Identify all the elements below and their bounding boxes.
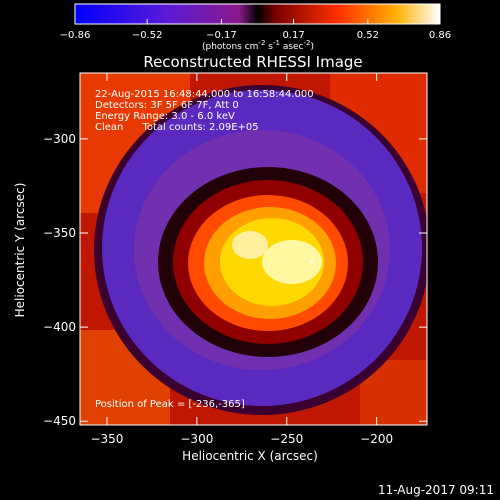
peak-marker <box>310 259 314 263</box>
annotation-energy-range: Energy Range: 3.0 - 6.0 keV <box>95 111 235 122</box>
x-tick-label-1: −300 <box>180 432 213 446</box>
colorbar-tick-label-1: −0.52 <box>132 30 163 41</box>
x-tick-label-0: −350 <box>90 432 123 446</box>
heatmap-core-white <box>262 240 322 284</box>
x-axis-label: Heliocentric X (arcsec) <box>182 449 318 463</box>
annotation-detectors: Detectors: 3F 5F 6F 7F, Att 0 <box>95 100 239 111</box>
chart-title: Reconstructed RHESSI Image <box>143 53 362 71</box>
x-tick-label-3: −200 <box>360 432 393 446</box>
colorbar-tick-label-0: −0.86 <box>60 30 91 41</box>
heatmap-image <box>80 73 427 425</box>
y-tick-label-3: −300 <box>43 132 76 146</box>
colorbar-unit: (photons cm-2 s-1 asec-2) <box>202 39 314 52</box>
y-tick-label-0: −450 <box>43 414 76 428</box>
heatmap-core-white-2 <box>232 231 268 259</box>
annotation-clean-counts: Clean Total counts: 2.09E+05 <box>95 122 259 133</box>
colorbar-tick-label-4: 0.52 <box>357 30 379 41</box>
x-tick-label-2: −250 <box>270 432 303 446</box>
colorbar-tick-label-2: −0.17 <box>206 30 237 41</box>
y-tick-label-1: −400 <box>43 320 76 334</box>
y-axis-label: Heliocentric Y (arcsec) <box>13 183 27 318</box>
plot-frame <box>79 72 428 426</box>
colorbar-tick-label-3: 0.17 <box>282 30 304 41</box>
annotation-time-range: 22-Aug-2015 16:48:44.000 to 16:58:44.000 <box>95 89 314 100</box>
colorbar-tick-label-5: 0.86 <box>429 30 451 41</box>
timestamp: 11-Aug-2017 09:11 <box>378 483 494 497</box>
y-tick-label-2: −350 <box>43 226 76 240</box>
annotation-peak-position: Position of Peak = [-236,-365] <box>95 399 245 410</box>
colorbar <box>74 3 441 25</box>
